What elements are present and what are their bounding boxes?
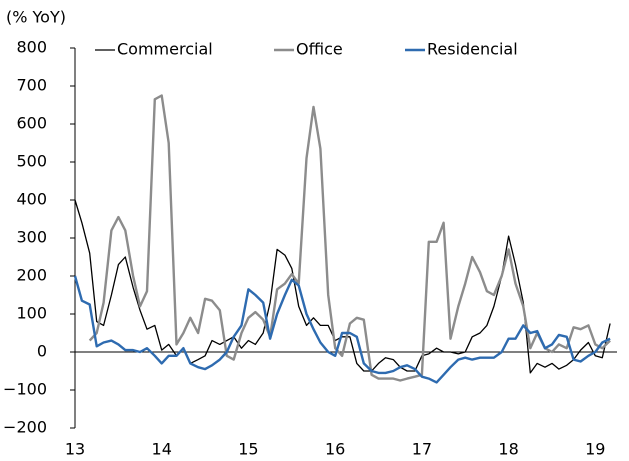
y-tick-label: 800 [16, 38, 47, 57]
chart-title: (% YoY) [6, 8, 66, 27]
y-tick-label: 700 [16, 76, 47, 95]
x-tick-label: 17 [412, 440, 432, 459]
x-tick-label: 14 [152, 440, 172, 459]
x-tick-label: 16 [325, 440, 345, 459]
x-tick-label: 18 [498, 440, 518, 459]
y-tick-label: 500 [16, 152, 47, 171]
legend-label: Residencial [427, 40, 518, 59]
y-tick-label: 300 [16, 228, 47, 247]
legend-label: Office [296, 40, 343, 59]
legend-label: Commercial [117, 40, 213, 59]
x-tick-label: 13 [65, 440, 85, 459]
x-tick-label: 19 [585, 440, 605, 459]
y-tick-label: 100 [16, 304, 47, 323]
y-tick-label: 400 [16, 190, 47, 209]
y-tick-label: −100 [3, 380, 47, 399]
y-tick-label: 200 [16, 266, 47, 285]
y-tick-label: 600 [16, 114, 47, 133]
series-line [73, 275, 611, 384]
y-tick-label: −200 [3, 418, 47, 437]
y-tick-label: 0 [37, 342, 47, 361]
x-tick-label: 15 [238, 440, 258, 459]
series-line [88, 94, 611, 382]
